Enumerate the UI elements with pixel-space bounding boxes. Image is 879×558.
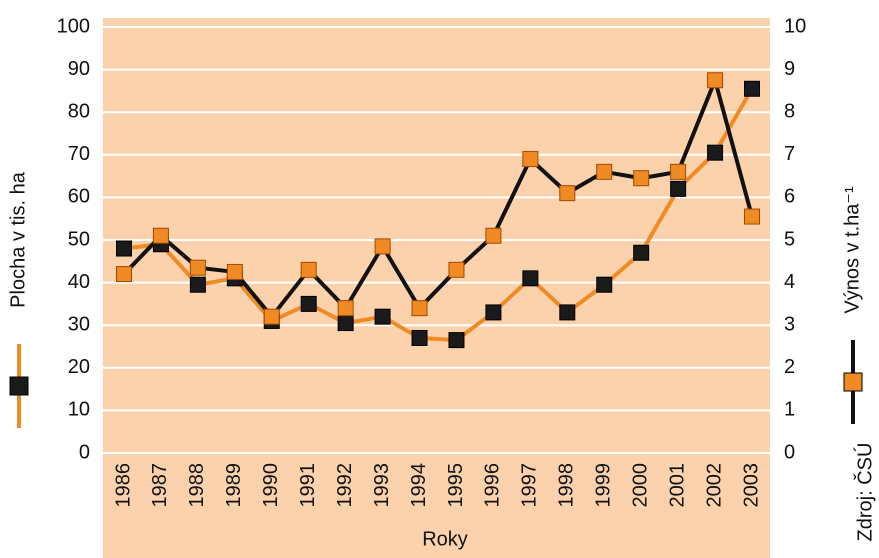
series <box>116 72 760 325</box>
y2-tick-label: 3 <box>784 313 795 335</box>
marker <box>559 185 576 202</box>
y-tick-label: 50 <box>68 228 90 250</box>
marker <box>448 332 465 349</box>
marker <box>633 244 650 261</box>
marker <box>448 261 465 278</box>
y2-tick-label: 0 <box>784 441 795 463</box>
y-tick-label: 70 <box>68 143 90 165</box>
y-tick-label: 90 <box>68 58 90 80</box>
marker <box>226 263 243 280</box>
x-tick-label: 1997 <box>519 463 541 508</box>
y2-tick-label: 5 <box>784 228 795 250</box>
marker <box>337 300 354 317</box>
x-tick-label: 2000 <box>629 463 651 508</box>
x-tick-label: 1994 <box>408 463 430 508</box>
y2-tick-label: 1 <box>784 399 795 421</box>
marker <box>374 238 391 255</box>
marker <box>707 144 724 161</box>
marker <box>522 270 539 287</box>
y-tick-label: 20 <box>68 356 90 378</box>
marker <box>596 276 613 293</box>
y-tick-label: 10 <box>68 399 90 421</box>
marker <box>411 329 428 346</box>
marker <box>152 227 169 244</box>
marker <box>485 227 502 244</box>
x-tick-label: 1991 <box>297 463 319 508</box>
marker <box>744 80 760 97</box>
marker <box>116 266 132 283</box>
x-tick-label: 1998 <box>556 463 578 508</box>
y2-tick-label: 2 <box>784 356 795 378</box>
marker <box>744 208 760 225</box>
marker <box>670 180 687 197</box>
x-tick-label: 2002 <box>703 463 725 508</box>
marker <box>670 163 687 180</box>
marker <box>189 276 206 293</box>
y-tick-label: 40 <box>68 271 90 293</box>
marker <box>189 259 206 276</box>
x-tick-label: 2003 <box>740 463 762 508</box>
marker <box>337 315 354 332</box>
x-axis-label: Roky <box>422 528 468 550</box>
marker <box>522 151 539 168</box>
y-tick-label: 80 <box>68 100 90 122</box>
y2-tick-label: 4 <box>784 271 795 293</box>
legend-label: Plocha v tis. ha <box>7 171 29 308</box>
y2-tick-label: 10 <box>784 15 806 37</box>
y-tick-label: 100 <box>57 15 90 37</box>
x-tick-label: 1993 <box>371 463 393 508</box>
marker <box>300 295 317 312</box>
marker <box>116 240 132 257</box>
marker <box>300 261 317 278</box>
x-tick-label: 1989 <box>223 463 245 508</box>
x-tick-label: 1992 <box>334 463 356 508</box>
marker <box>374 308 391 325</box>
legend-label: Výnos v t.ha⁻¹ <box>841 186 863 314</box>
y2-tick-label: 8 <box>784 100 795 122</box>
marker <box>411 300 428 317</box>
marker <box>559 304 576 321</box>
x-tick-label: 1987 <box>149 463 171 508</box>
x-tick-label: 2001 <box>666 463 688 508</box>
marker <box>263 308 280 325</box>
x-tick-label: 1990 <box>260 463 282 508</box>
y2-tick-label: 6 <box>784 186 795 208</box>
source-note: Zdroj: ČSÚ <box>853 443 876 542</box>
x-tick-label: 1988 <box>186 463 208 508</box>
marker <box>596 163 613 180</box>
y2-tick-label: 7 <box>784 143 795 165</box>
y-tick-label: 60 <box>68 186 90 208</box>
y-tick-label: 0 <box>79 441 90 463</box>
y-tick-label: 30 <box>68 313 90 335</box>
x-tick-label: 1986 <box>112 463 134 508</box>
legend-marker <box>9 376 29 396</box>
marker <box>485 304 502 321</box>
y2-tick-label: 9 <box>784 58 795 80</box>
x-tick-label: 1999 <box>593 463 615 508</box>
legend-marker <box>843 372 863 392</box>
marker <box>633 170 650 187</box>
marker <box>707 72 724 89</box>
x-tick-label: 1996 <box>482 463 504 508</box>
x-tick-label: 1995 <box>445 463 467 508</box>
